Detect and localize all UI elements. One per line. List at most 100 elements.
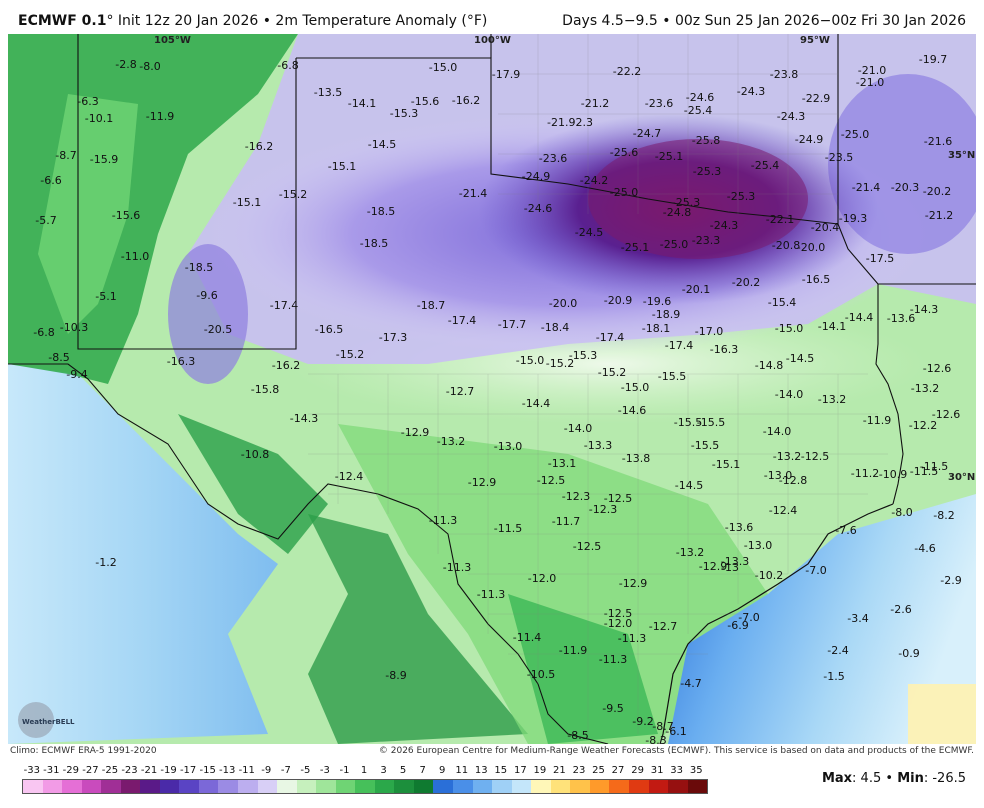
- min-value: : -26.5: [923, 771, 966, 786]
- anomaly-value: -13.3: [584, 439, 612, 452]
- colorbar-tick: -5: [300, 765, 311, 776]
- anomaly-value: -15.0: [775, 322, 803, 335]
- anomaly-value: -21.92.3: [547, 116, 593, 129]
- anomaly-value: -18.7: [417, 299, 445, 312]
- anomaly-value: -17.9: [492, 68, 520, 81]
- state-borders: [8, 34, 976, 744]
- anomaly-value: -21.4: [852, 181, 880, 194]
- anomaly-value: -11.7: [552, 515, 580, 528]
- anomaly-value: -15.3: [390, 107, 418, 120]
- anomaly-value: -21.2: [925, 209, 953, 222]
- anomaly-value: -10.2: [755, 569, 783, 582]
- svg-text:WeatherBELL: WeatherBELL: [22, 718, 75, 726]
- anomaly-value: -15.2: [546, 357, 574, 370]
- anomaly-value: -9.5: [602, 702, 623, 715]
- min-label: Min: [897, 771, 924, 786]
- colorbar-ticks: -33 -31 -29 -27 -25 -23 -21 -19 -17 -15 -13 -11 -9 -7…: [16, 765, 706, 777]
- colorbar-swatch: [159, 780, 180, 793]
- anomaly-value: -22.9: [802, 92, 830, 105]
- anomaly-value: -15.5: [691, 439, 719, 452]
- anomaly-value: -15.9: [90, 153, 118, 166]
- colorbar-swatch: [198, 780, 219, 793]
- anomaly-value: -21.6: [924, 135, 952, 148]
- max-value: : 4.5 •: [852, 771, 894, 786]
- anomaly-value: -11.5: [910, 465, 938, 478]
- anomaly-value: -12.5: [537, 474, 565, 487]
- anomaly-value: -24.6: [686, 91, 714, 104]
- anomaly-value: -19.7: [919, 53, 947, 66]
- anomaly-value: -11.0: [121, 250, 149, 263]
- anomaly-value: -16.2: [272, 359, 300, 372]
- anomaly-value: -12.9: [468, 476, 496, 489]
- anomaly-value: -14.3: [290, 412, 318, 425]
- colorbar-swatch: [140, 780, 160, 793]
- model-name: ECMWF 0.1: [18, 13, 107, 29]
- colorbar-swatch: [648, 780, 669, 793]
- anomaly-value: -13.0: [494, 440, 522, 453]
- anomaly-value: -12.9: [619, 577, 647, 590]
- colorbar-tick: 21: [553, 765, 566, 776]
- max-min: Max: 4.5 • Min: -26.5: [822, 771, 966, 786]
- anomaly-value: -11.3: [443, 561, 471, 574]
- anomaly-value: -15.6: [411, 95, 439, 108]
- anomaly-value: -18.1: [642, 322, 670, 335]
- anomaly-value: -17.5: [866, 252, 894, 265]
- colorbar-swatches: [22, 779, 708, 794]
- anomaly-value: -20.5: [204, 323, 232, 336]
- anomaly-value: -20.4: [811, 221, 839, 234]
- anomaly-value: -23.6: [539, 152, 567, 165]
- anomaly-value: -2.4: [827, 644, 848, 657]
- anomaly-value: -12.2: [909, 419, 937, 432]
- anomaly-value: -6.6: [40, 174, 61, 187]
- anomaly-value: -20.0: [549, 297, 577, 310]
- anomaly-value: -23.5: [825, 151, 853, 164]
- anomaly-value: -25.4: [751, 159, 779, 172]
- anomaly-value: -20.1: [682, 283, 710, 296]
- colorbar-tick: 7: [419, 765, 426, 776]
- colorbar-tick: -15: [199, 765, 216, 776]
- anomaly-value: -12.3: [562, 490, 590, 503]
- colorbar-tick: 13: [474, 765, 488, 776]
- lat-label-35n: 35°N: [948, 150, 975, 161]
- anomaly-value: -14.0: [564, 422, 592, 435]
- anomaly-value: -15.1: [233, 196, 261, 209]
- colorbar-tick: 9: [438, 765, 446, 776]
- anomaly-value: -6.3: [77, 95, 98, 108]
- colorbar-tick: 15: [494, 765, 508, 776]
- anomaly-value: -14.1: [818, 320, 846, 333]
- anomaly-value: -6.1: [665, 725, 686, 738]
- anomaly-value: -25.3: [693, 165, 721, 178]
- colorbar-swatch: [81, 780, 102, 793]
- anomaly-value: -10.8: [241, 448, 269, 461]
- anomaly-value: -15.5: [658, 370, 686, 383]
- colorbar-tick: 3: [380, 765, 387, 776]
- lat-label-30n: 30°N: [948, 472, 975, 483]
- anomaly-value: -12.4: [335, 470, 363, 483]
- colorbar-swatch: [453, 780, 473, 793]
- anomaly-value: -2.8: [115, 58, 136, 71]
- anomaly-value: -2.6: [890, 603, 911, 616]
- anomaly-value: -25.3: [727, 190, 755, 203]
- anomaly-value: -9.2: [632, 715, 653, 728]
- anomaly-value: -24.9: [795, 133, 823, 146]
- colorbar-tick: -7: [280, 765, 291, 776]
- anomaly-value: -6.8: [33, 326, 54, 339]
- anomaly-value: -20.9: [604, 294, 632, 307]
- anomaly-value: -24.3: [777, 110, 805, 123]
- anomaly-value: -5.1: [95, 290, 116, 303]
- colorbar-swatch: [296, 780, 317, 793]
- anomaly-value: -21.0: [856, 76, 884, 89]
- anomaly-value: -18.4: [541, 321, 569, 334]
- colorbar-swatch: [120, 780, 141, 793]
- anomaly-value: -25.1: [621, 241, 649, 254]
- colorbar-tick: 25: [592, 765, 605, 776]
- anomaly-value: -13.2: [911, 382, 939, 395]
- anomaly-value: -15.5: [674, 416, 702, 429]
- anomaly-value: -14.4: [845, 311, 873, 324]
- colorbar-swatch: [589, 780, 610, 793]
- colorbar-tick: -25: [101, 765, 119, 776]
- anomaly-value: -10.5: [527, 668, 555, 681]
- anomaly-value: -11.9: [559, 644, 587, 657]
- anomaly-value: -18.5: [360, 237, 388, 250]
- anomaly-value: -25.0: [660, 238, 688, 251]
